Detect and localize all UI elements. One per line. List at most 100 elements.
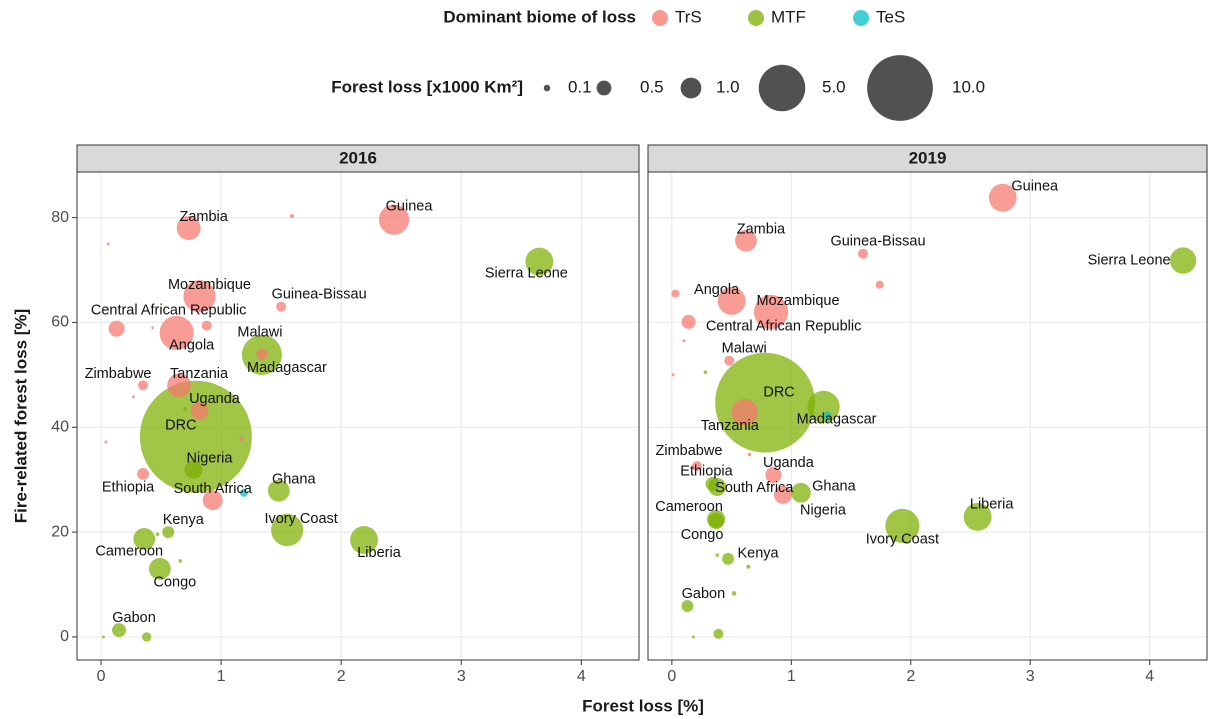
point-label: Guinea [1011, 179, 1059, 195]
point-label: Congo [681, 527, 724, 543]
size-legend-swatch [680, 77, 702, 99]
point-label: Guinea-Bissau [272, 287, 367, 303]
bubble [705, 476, 720, 491]
bubble [773, 485, 792, 504]
bubble [988, 183, 1017, 212]
bubble [525, 247, 554, 276]
size-legend-swatch [758, 64, 806, 112]
point-label: South Africa [715, 480, 794, 496]
point-label: Zambia [737, 221, 786, 237]
bubble [137, 467, 150, 480]
point-label: Tanzania [170, 366, 229, 382]
bubble [167, 373, 191, 398]
bubble [101, 635, 105, 639]
bubble [724, 355, 735, 366]
bubble [138, 380, 149, 391]
bubble [747, 452, 752, 457]
bubble [671, 373, 675, 377]
point-label: Sierra Leone [1088, 252, 1171, 268]
panel-border [647, 171, 1208, 661]
y-tick-label: 0 [60, 628, 69, 645]
point-label: Gabon [682, 586, 726, 602]
bubble [1169, 247, 1197, 274]
x-tick-label: 1 [217, 668, 226, 685]
bubble [151, 326, 155, 330]
bubble [178, 559, 183, 563]
bubble [807, 390, 840, 423]
point-label: Ghana [272, 472, 316, 488]
bubble [271, 513, 304, 547]
bubble [735, 229, 757, 252]
point-label: Madagascar [247, 360, 327, 376]
panel-border [76, 171, 640, 661]
bubble [703, 370, 708, 375]
x-tick-label: 3 [1026, 668, 1035, 685]
point-label: Ethiopia [102, 480, 155, 496]
bubble [713, 628, 724, 639]
bubble [746, 564, 751, 569]
size-legend-swatch [543, 84, 551, 92]
point-label: Guinea [386, 199, 434, 215]
legend-swatch [748, 10, 764, 26]
point-label: Angola [694, 282, 740, 298]
bubble [131, 395, 135, 399]
point-label: Ivory Coast [264, 511, 337, 527]
point-label: Zimbabwe [656, 443, 723, 459]
point-label: Mozambique [168, 277, 251, 293]
bubble [106, 242, 110, 246]
bubble [267, 479, 290, 502]
size-legend-label: 10.0 [952, 77, 985, 96]
bubble [148, 557, 171, 580]
bubble [183, 280, 216, 313]
facet-title: 2016 [339, 148, 377, 167]
y-tick-label: 60 [51, 314, 69, 331]
point-label: Gabon [112, 610, 156, 626]
bubble [256, 348, 268, 360]
point-label: Malawi [237, 325, 282, 341]
point-label: Madagascar [797, 412, 877, 428]
legend-swatch [853, 10, 869, 26]
y-axis-title: Fire-related forest loss [%] [11, 309, 30, 523]
point-label: Zambia [179, 209, 228, 225]
bubble [104, 440, 108, 444]
x-tick-label: 0 [667, 668, 676, 685]
bubble [201, 320, 212, 331]
bubble [176, 216, 201, 241]
point-label: Kenya [163, 512, 205, 528]
size-legend-swatch [596, 80, 612, 96]
facet-title: 2019 [909, 148, 947, 167]
legend-label: TeS [876, 7, 905, 26]
bubble [202, 490, 223, 511]
bubble [159, 315, 194, 351]
size-legend-label: 0.5 [640, 77, 664, 96]
point-label: DRC [763, 384, 794, 400]
bubble [162, 526, 175, 539]
bubble [289, 213, 295, 219]
point-label: Liberia [970, 497, 1014, 513]
bubble [112, 623, 127, 638]
point-label: Tanzania [701, 418, 760, 434]
x-tick-label: 1 [787, 668, 796, 685]
point-label: Ivory Coast [866, 532, 939, 548]
bubble [190, 402, 209, 421]
bubble [791, 482, 811, 503]
y-tick-label: 40 [51, 418, 69, 435]
bubble [276, 301, 287, 312]
bubble [139, 380, 252, 493]
point-label: Ethiopia [680, 464, 733, 480]
bubble [875, 280, 884, 289]
bubble [708, 513, 725, 530]
point-label: Congo [153, 575, 196, 591]
bubble [715, 352, 815, 453]
bubble [378, 204, 410, 235]
bubble [681, 600, 694, 612]
legend-swatch [652, 10, 668, 26]
bubble [823, 411, 832, 420]
point-label: Zimbabwe [85, 366, 152, 382]
point-label: Cameroon [655, 499, 723, 515]
bubble [682, 339, 686, 343]
point-label: Kenya [737, 546, 779, 562]
point-label: Guinea-Bissau [830, 234, 925, 250]
point-label: Central African Republic [706, 319, 862, 335]
bubble [731, 398, 758, 426]
